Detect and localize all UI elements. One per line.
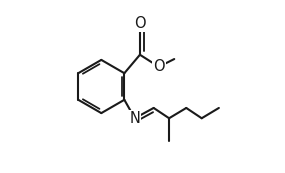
Text: O: O [134,16,146,30]
Text: N: N [129,111,140,126]
Text: O: O [153,59,165,74]
